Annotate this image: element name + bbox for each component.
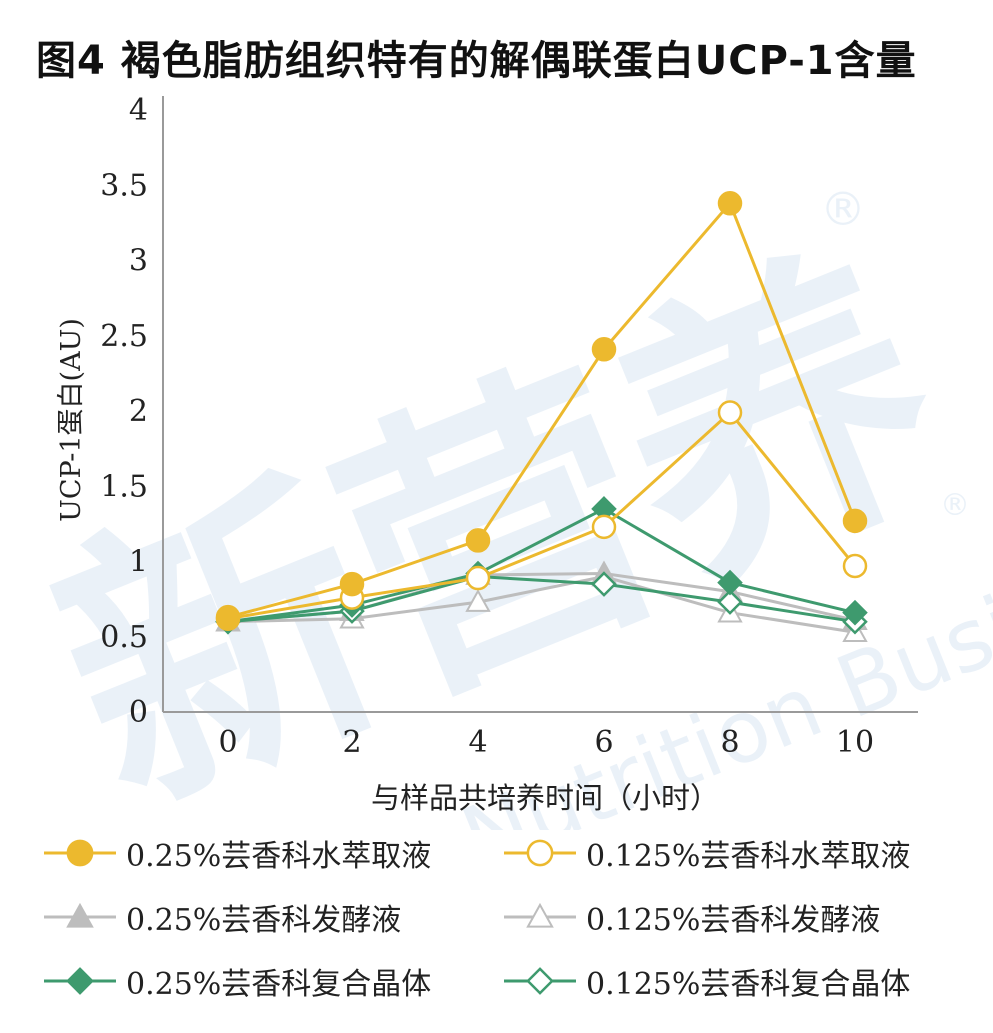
legend-swatch-filled-circle [44,839,116,867]
registered-mark: ® [820,182,866,236]
series-line [227,575,856,624]
legend-marker [66,902,94,928]
data-point [717,589,743,615]
y-tick-label: 3.5 [100,168,148,203]
legend-swatch-hollow-triangle [504,902,576,928]
y-tick-label: 0 [129,695,148,730]
line-chart: 新营养New Nutrition Business®®00.511.522.53… [17,93,993,830]
x-tick-label: 10 [836,725,874,760]
x-tick-label: 8 [720,725,739,760]
data-point [717,569,743,596]
series-line [227,575,856,634]
legend-marker [526,902,554,928]
x-tick-label: 0 [218,725,237,760]
y-tick-label: 1 [129,545,148,580]
legend-item-5: 0.25%芸香科复合晶体 [40,956,431,1006]
x-tick-label: 6 [594,725,613,760]
legend-label: 0.125%芸香科水萃取液 [586,839,911,874]
series-1 [215,191,868,630]
registered-mark: ® [940,488,970,523]
legend-item-2: 0.125%芸香科水萃取液 [500,828,910,878]
y-axis-title: UCP-1蛋白(AU) [56,318,87,522]
legend-swatch-filled-diamond [44,967,116,995]
series-line [227,410,857,621]
y-tick-label: 2.5 [100,319,148,354]
y-tick-label: 4 [129,93,148,128]
data-point [842,508,868,534]
chart-title: 图4 褐色脂肪组织特有的解偶联蛋白UCP-1含量 [36,38,917,84]
data-point [717,400,743,425]
legend-label: 0.25%芸香科水萃取液 [126,839,432,874]
y-tick-label: 0.5 [100,620,148,655]
legend-label: 0.25%芸香科发酵液 [126,903,402,938]
legend-marker [526,967,554,995]
data-point [591,571,617,597]
legend-item-1: 0.25%芸香科水萃取液 [40,828,431,878]
legend-item-4: 0.125%芸香科发酵液 [500,892,880,942]
data-point [591,514,617,540]
legend-item-6: 0.125%芸香科复合晶体 [500,956,910,1006]
x-tick-label: 4 [468,725,487,760]
data-point [842,599,868,626]
legend-item-3: 0.25%芸香科发酵液 [40,892,401,942]
data-point [465,528,491,553]
data-point [215,604,241,630]
legend-label: 0.125%芸香科发酵液 [586,903,881,938]
data-point [465,589,491,612]
data-point [465,565,491,591]
legend-marker [66,967,94,995]
legend-swatch-hollow-diamond [504,967,576,995]
legend-swatch-filled-triangle [44,902,116,928]
legend-marker [66,839,94,867]
data-point [842,553,868,579]
x-tick-label: 2 [342,725,361,760]
legend-label: 0.125%芸香科复合晶体 [586,967,911,1002]
y-tick-label: 1.5 [100,469,148,504]
legend-swatch-hollow-circle [504,839,576,867]
data-point [339,571,365,597]
series-line [227,200,857,619]
data-point [717,191,743,216]
x-axis-title: 与样品共培养时间（小时） [371,781,719,815]
legend-label: 0.25%芸香科复合晶体 [126,967,432,1002]
y-tick-label: 3 [129,244,148,279]
legend-marker [526,839,554,867]
data-point [591,337,617,362]
y-tick-label: 2 [129,394,148,429]
series-line [227,507,856,624]
